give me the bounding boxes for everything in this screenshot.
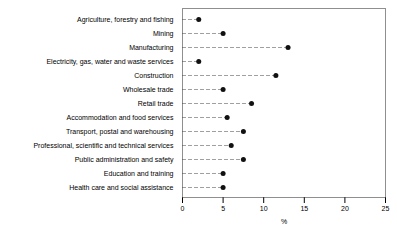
svg-text:Construction: Construction bbox=[134, 72, 173, 79]
svg-text:Transport, postal and warehous: Transport, postal and warehousing bbox=[66, 128, 174, 136]
svg-text:15: 15 bbox=[300, 205, 308, 212]
svg-text:Public administration and safe: Public administration and safety bbox=[75, 156, 174, 164]
svg-text:Accommodation and food service: Accommodation and food services bbox=[67, 114, 174, 121]
svg-text:0: 0 bbox=[181, 205, 185, 212]
svg-text:Retail trade: Retail trade bbox=[138, 100, 174, 107]
svg-text:%: % bbox=[281, 218, 287, 225]
svg-text:10: 10 bbox=[260, 205, 268, 212]
svg-text:Education and training: Education and training bbox=[104, 170, 174, 178]
svg-text:Mining: Mining bbox=[153, 30, 174, 38]
svg-text:20: 20 bbox=[341, 205, 349, 212]
svg-text:Manufacturing: Manufacturing bbox=[129, 44, 173, 52]
svg-text:25: 25 bbox=[382, 205, 390, 212]
svg-text:5: 5 bbox=[221, 205, 225, 212]
svg-text:Professional, scientific and t: Professional, scientific and technical s… bbox=[33, 142, 174, 149]
svg-text:Electricity, gas, water and wa: Electricity, gas, water and waste servic… bbox=[46, 58, 174, 66]
svg-text:Health care and social assista: Health care and social assistance bbox=[69, 184, 173, 191]
svg-text:Wholesale trade: Wholesale trade bbox=[123, 86, 174, 93]
svg-text:Agriculture, forestry and fish: Agriculture, forestry and fishing bbox=[77, 16, 174, 24]
